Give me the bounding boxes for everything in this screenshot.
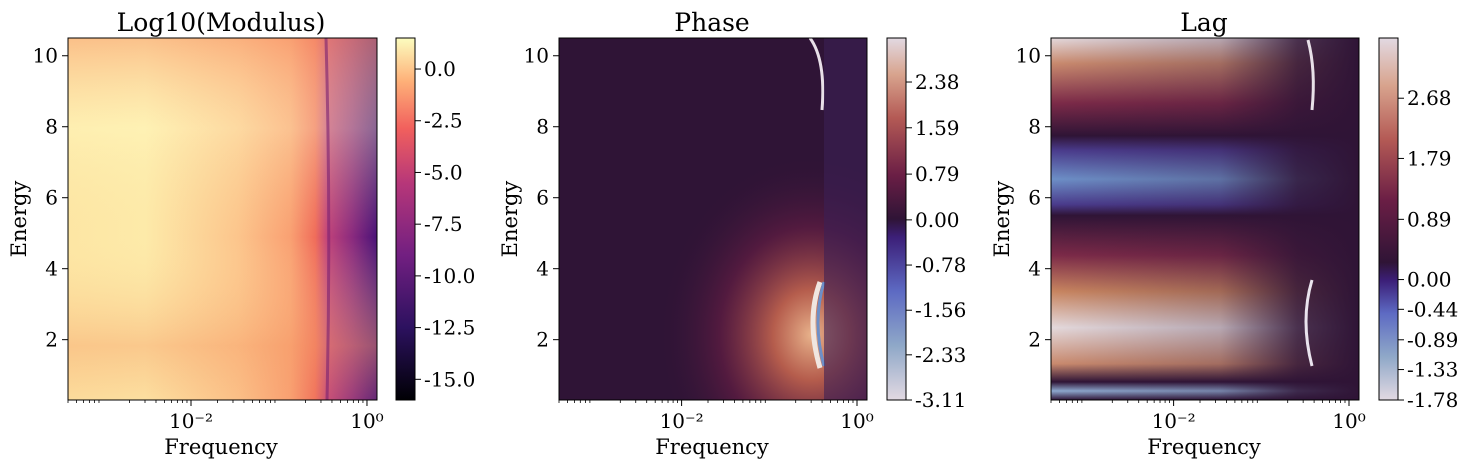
colorbar [886,37,907,401]
y-ticks: 2 4 6 8 10 [33,44,68,352]
y-ticks: 2 4 6 8 10 [524,44,559,352]
colorbar-tick-label: -3.11 [915,388,966,412]
y-ticks: 2 4 6 8 10 [1016,44,1051,352]
y-tick-label: 2 [536,328,549,352]
x-axis-label: Frequency [164,435,278,459]
colorbar-tick-label: 0.00 [915,208,960,232]
x-tick-label: 10⁻² [660,409,704,433]
colorbar-tick-label: -1.56 [915,298,966,322]
y-tick-label: 10 [524,44,549,68]
lag-discontinuity-bottom [1304,279,1314,367]
y-tick-label: 8 [536,115,549,139]
high-frequency-band [824,38,867,400]
colorbar-ticks: 0.0 -2.5 -5.0 -7.5 -10.0 -12.5 -15.0 [415,57,475,391]
x-axis-label: Frequency [655,435,769,459]
colorbar-tick-label: -0.89 [1407,328,1458,352]
x-tick-label: 10⁰ [350,409,383,433]
colorbar-tick-label: 0.00 [1407,268,1452,292]
colorbar-tick-label: -10.0 [424,264,475,288]
colorbar-tick-label: -1.78 [1407,388,1458,412]
phase-discontinuity-bottom [810,281,823,369]
y-tick-label: 10 [1016,44,1041,68]
colorbar-tick-label: -0.44 [1407,297,1458,321]
colorbar-tick-label: -7.5 [424,212,463,236]
colorbar-tick-label: 0.79 [915,162,960,186]
colorbar-tick-label: 0.0 [424,57,456,81]
y-tick-label: 6 [45,186,58,210]
plot-frame [558,37,868,401]
y-tick-label: 8 [45,115,58,139]
plot-frame [1050,37,1360,401]
colorbar-tick-label: 1.79 [1407,146,1452,170]
y-tick-label: 10 [33,44,58,68]
lag-discontinuity-top [1306,39,1315,111]
colorbar-ticks: 2.38 1.59 0.79 0.00 -0.78 -1.56 -2.33 -3.11 [906,70,966,412]
colorbar [1378,37,1399,401]
colorbar-tick-label: -12.5 [424,316,475,340]
resonance-ridge [324,37,331,401]
x-ticks: 10⁻² 10⁰ [67,400,384,433]
y-axis-label: Energy [7,181,31,258]
y-tick-label: 2 [45,328,58,352]
x-axis-label: Frequency [1147,435,1261,459]
y-tick-label: 2 [1028,328,1041,352]
panel-lag: Lag 2 4 6 8 10 10⁻² 10⁰ Frequency Energy 2.68… [990,8,1458,459]
y-tick-label: 4 [45,257,58,281]
colorbar-tick-label: -2.33 [915,343,966,367]
plot-frame [67,37,378,401]
panel-phase: Phase 2 4 6 8 10 10⁻² 10⁰ Frequency Energy 2.… [498,8,966,459]
x-ticks: 10⁻² 10⁰ [1050,400,1366,433]
panel-title: Log10(Modulus) [117,8,326,37]
y-tick-label: 6 [1028,186,1041,210]
colorbar-tick-label: -5.0 [424,160,463,184]
colorbar-tick-label: -1.33 [1407,358,1458,382]
y-tick-label: 4 [1028,257,1041,281]
panel-title: Lag [1180,8,1228,37]
y-axis-label: Energy [990,181,1014,258]
phase-blue-edge [816,281,826,367]
x-tick-label: 10⁰ [840,409,873,433]
panel-title: Phase [674,8,749,37]
y-tick-label: 8 [1028,115,1041,139]
y-tick-label: 6 [536,186,549,210]
colorbar-tick-label: 2.38 [915,70,960,94]
x-ticks: 10⁻² 10⁰ [558,400,874,433]
y-axis-label: Energy [498,181,522,258]
x-tick-label: 10⁻² [169,409,213,433]
phase-discontinuity-top [808,37,825,111]
colorbar-tick-label: -2.5 [424,109,463,133]
heatmap-overlay [68,38,377,400]
x-tick-label: 10⁻² [1152,409,1196,433]
y-tick-label: 4 [536,257,549,281]
colorbar [395,37,416,401]
colorbar-tick-label: 2.68 [1407,86,1452,110]
colorbar-tick-label: -0.78 [915,253,966,277]
colorbar-ticks: 2.68 1.79 0.89 0.00 -0.44 -0.89 -1.33 -1.78 [1398,86,1458,412]
colorbar-tick-label: 1.59 [915,116,960,140]
colorbar-tick-label: 0.89 [1407,207,1452,231]
colorbar-tick-label: -15.0 [424,367,475,391]
x-tick-label: 10⁰ [1332,409,1365,433]
